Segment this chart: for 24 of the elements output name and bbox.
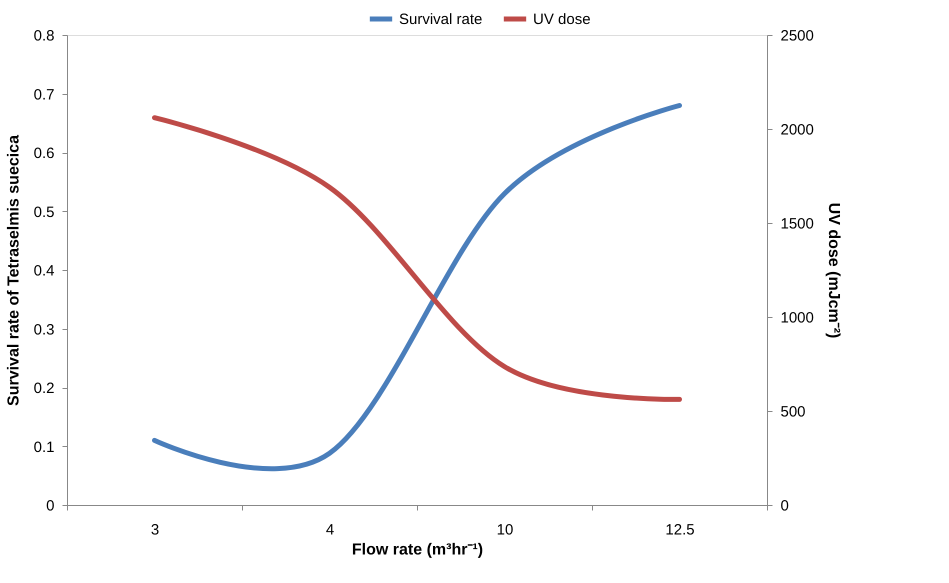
y-tick-label: 0.6 <box>34 145 54 162</box>
y2-tick-label: 1500 <box>780 216 814 232</box>
y-tick-label: 0.8 <box>34 28 54 44</box>
y-tick-label: 0 <box>46 498 54 514</box>
legend-label: Survival rate <box>399 11 482 28</box>
x-tick-label: 12.5 <box>665 522 695 538</box>
x-tick-label: 10 <box>496 522 514 538</box>
y-tick-label: 0.3 <box>34 321 54 338</box>
y2-axis-title: UV dose (mJcm⁻²) <box>824 202 842 338</box>
y2-tick-label: 500 <box>780 404 806 420</box>
y2-tick-label: 2500 <box>780 28 814 44</box>
y-tick-label: 0.5 <box>34 204 54 221</box>
y2-tick-label: 2000 <box>780 122 814 138</box>
y-tick-label: 0.2 <box>34 380 54 397</box>
y-tick-label: 0.1 <box>34 438 54 456</box>
y2-tick-label: 0 <box>780 498 789 514</box>
y2-tick-label: 1000 <box>780 310 814 326</box>
legend-label: UV dose <box>533 11 591 28</box>
x-tick-label: 4 <box>326 522 334 538</box>
x-axis-title: Flow rate (m³hr⁻¹) <box>352 542 484 558</box>
y-axis-title: Survival rate of Tetraselmis suecica <box>6 134 23 406</box>
y-tick-label: 0.4 <box>34 262 54 280</box>
y-tick-label: 0.7 <box>34 86 54 104</box>
x-tick-label: 3 <box>150 522 160 538</box>
